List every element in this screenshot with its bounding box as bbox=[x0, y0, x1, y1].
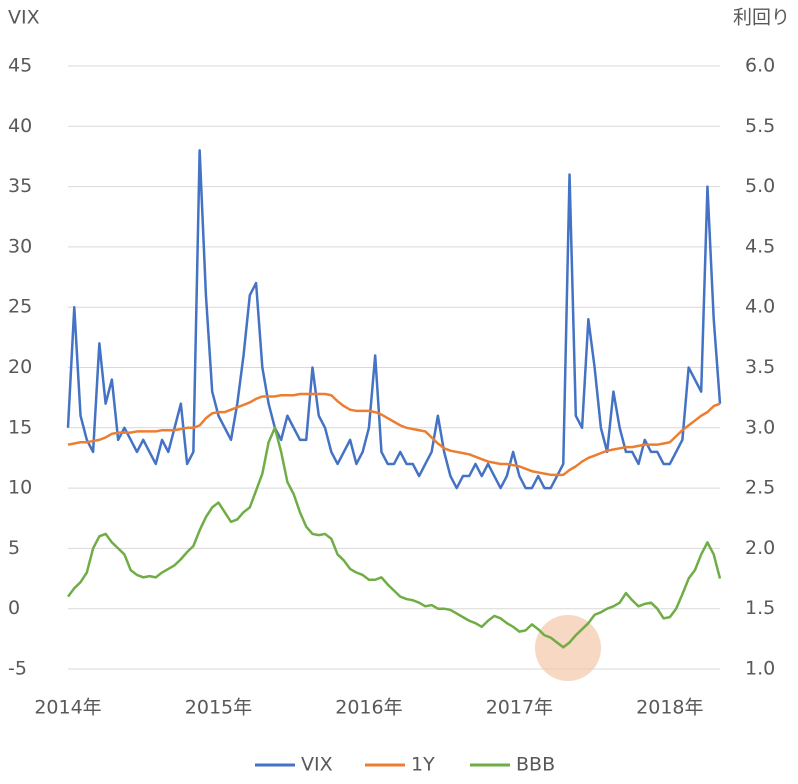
y2-tick-label: 3.5 bbox=[745, 356, 775, 378]
series-line bbox=[66, 149, 722, 490]
y2-tick-label: 2.0 bbox=[745, 537, 775, 559]
legend-label: BBB bbox=[516, 754, 555, 776]
y2-tick-label: 2.5 bbox=[745, 477, 775, 499]
series-line bbox=[66, 426, 722, 649]
y-tick-label: 35 bbox=[8, 175, 32, 197]
highlight-circle bbox=[535, 615, 601, 681]
y2-tick-label: 5.5 bbox=[745, 115, 775, 137]
x-tick-label: 2018年 bbox=[636, 697, 703, 719]
x-tick-label: 2014年 bbox=[34, 697, 101, 719]
y2-tick-label: 6.0 bbox=[745, 55, 775, 77]
series-line bbox=[67, 392, 721, 477]
y-tick-label: 10 bbox=[8, 477, 32, 499]
y-tick-label: 25 bbox=[8, 296, 32, 318]
x-tick-label: 2017年 bbox=[486, 697, 553, 719]
y2-tick-label: 3.0 bbox=[745, 416, 775, 438]
y-tick-label: 5 bbox=[8, 537, 20, 559]
legend-label: 1Y bbox=[411, 754, 435, 776]
x-tick-label: 2016年 bbox=[335, 697, 402, 719]
y2-tick-label: 5.0 bbox=[745, 175, 775, 197]
y2-tick-label: 1.5 bbox=[745, 597, 775, 619]
y-tick-label: 40 bbox=[8, 115, 32, 137]
y-axis-title: VIX bbox=[8, 7, 40, 29]
y-tick-label: 15 bbox=[8, 416, 32, 438]
legend-label: VIX bbox=[301, 754, 333, 776]
y-tick-label: 20 bbox=[8, 356, 32, 378]
y2-tick-label: 4.5 bbox=[745, 235, 775, 257]
y2-tick-label: 4.0 bbox=[745, 296, 775, 318]
y-tick-label: 45 bbox=[8, 55, 32, 77]
y-tick-label: 30 bbox=[8, 235, 32, 257]
x-tick-label: 2015年 bbox=[185, 697, 252, 719]
y-tick-label: -5 bbox=[8, 658, 27, 680]
y2-axis-title: 利回り bbox=[733, 7, 790, 29]
y2-tick-label: 1.0 bbox=[745, 658, 775, 680]
y-tick-label: 0 bbox=[8, 597, 20, 619]
